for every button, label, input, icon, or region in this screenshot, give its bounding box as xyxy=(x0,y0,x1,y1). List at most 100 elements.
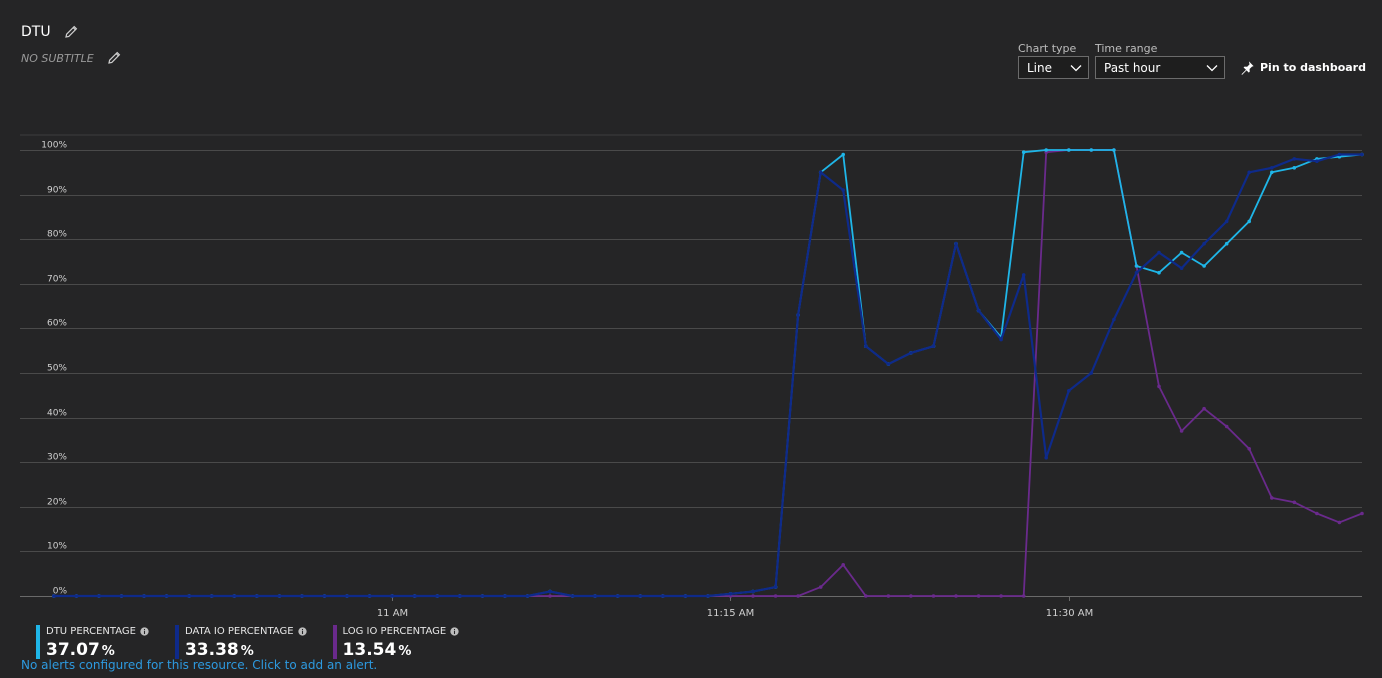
time-range-control: Time range Past hour xyxy=(1095,42,1225,79)
pin-to-dashboard-button[interactable]: Pin to dashboard xyxy=(1240,56,1366,79)
data-point xyxy=(1021,150,1026,154)
data-point xyxy=(503,594,507,598)
time-range-value: Past hour xyxy=(1104,60,1161,75)
pin-to-dashboard-label: Pin to dashboard xyxy=(1260,61,1366,74)
data-point xyxy=(1270,166,1274,170)
chart-type-value: Line xyxy=(1027,60,1053,75)
data-point xyxy=(1292,166,1297,170)
data-point xyxy=(119,594,124,598)
data-point xyxy=(1157,270,1161,275)
data-point xyxy=(322,594,327,598)
data-point xyxy=(1224,219,1229,224)
legend-value: 37.07 xyxy=(46,640,100,660)
data-point xyxy=(187,594,191,598)
data-point xyxy=(412,594,417,598)
data-point xyxy=(796,313,800,317)
data-point xyxy=(841,563,845,567)
pin-icon xyxy=(1241,61,1254,75)
chart-type-control: Chart type Line xyxy=(1018,42,1089,79)
data-point xyxy=(1315,159,1319,163)
y-axis-labels: 0% 10% 20% 30% 40% 50% 60% 70% 80% 90% 100% xyxy=(41,141,67,597)
data-point xyxy=(751,594,755,598)
data-point xyxy=(1134,264,1139,268)
data-point xyxy=(74,594,79,598)
info-icon[interactable] xyxy=(140,627,149,636)
y-tick-label: 90% xyxy=(47,186,67,196)
title-row: DTU xyxy=(21,22,122,42)
data-point xyxy=(773,585,778,589)
add-alert-link[interactable]: No alerts configured for this resource. … xyxy=(21,658,378,672)
legend-swatch xyxy=(332,625,337,659)
data-point xyxy=(1292,157,1297,161)
y-tick-label: 10% xyxy=(47,542,67,552)
data-point xyxy=(1360,152,1364,157)
data-point xyxy=(931,594,936,598)
data-point xyxy=(52,594,56,598)
data-point xyxy=(1202,241,1206,246)
info-icon[interactable] xyxy=(297,627,307,636)
data-point xyxy=(97,594,101,598)
data-point xyxy=(706,594,710,598)
data-point xyxy=(1134,270,1139,275)
data-point xyxy=(300,594,304,598)
data-point xyxy=(1224,241,1229,246)
data-point xyxy=(1247,170,1251,175)
data-point xyxy=(1112,148,1116,152)
legend-swatch xyxy=(36,625,40,659)
legend-unit: % xyxy=(240,644,254,659)
data-point xyxy=(570,594,575,598)
y-tick-label: 60% xyxy=(47,319,67,329)
data-point xyxy=(638,594,643,598)
info-icon[interactable] xyxy=(450,627,459,636)
pencil-icon[interactable] xyxy=(106,50,122,66)
chart-type-dropdown[interactable]: Line xyxy=(1018,56,1089,79)
data-point xyxy=(458,594,462,598)
data-point xyxy=(909,594,913,598)
data-point xyxy=(1112,317,1116,322)
chart-controls: Chart type Line Time range Past hour Pin… xyxy=(1018,42,1366,79)
data-point xyxy=(1315,511,1319,516)
data-point xyxy=(751,589,755,594)
legend-label: LOG IO PERCENTAGE xyxy=(342,626,447,637)
y-tick-label: 100% xyxy=(41,141,67,151)
y-tick-label: 0% xyxy=(53,587,68,597)
data-point xyxy=(818,585,823,589)
data-point xyxy=(1089,148,1094,152)
data-point xyxy=(1270,496,1274,500)
data-point xyxy=(1044,148,1048,152)
x-tick-label: 11 AM xyxy=(377,608,408,619)
time-range-dropdown[interactable]: Past hour xyxy=(1095,56,1225,79)
data-point xyxy=(841,152,845,157)
chart-subtitle: NO SUBTITLE xyxy=(21,51,94,65)
data-point xyxy=(435,594,440,598)
data-point xyxy=(1089,371,1094,375)
subtitle-row: NO SUBTITLE xyxy=(21,48,122,68)
legend-item-log-io-percentage[interactable]: LOG IO PERCENTAGE 13.54% xyxy=(332,625,460,660)
legend-item-dtu-percentage[interactable]: DTU PERCENTAGE 37.07% xyxy=(36,625,149,660)
data-point xyxy=(209,594,214,598)
data-point xyxy=(1067,148,1071,152)
data-point xyxy=(142,594,146,598)
chart-header: DTU NO SUBTITLE xyxy=(21,22,122,68)
data-point xyxy=(818,170,823,175)
data-point xyxy=(909,351,913,355)
legend-item-data-io-percentage[interactable]: DATA IO PERCENTAGE 33.38% xyxy=(174,625,307,660)
x-axis-labels: 11 AM 11:15 AM 11:30 AM xyxy=(377,596,1093,619)
data-point xyxy=(615,594,620,598)
data-point xyxy=(683,594,688,598)
data-point xyxy=(661,594,665,598)
legend-label: DATA IO PERCENTAGE xyxy=(184,626,294,637)
y-tick-label: 20% xyxy=(47,498,67,508)
chart-title: DTU xyxy=(21,24,51,40)
pencil-icon[interactable] xyxy=(63,24,79,40)
y-tick-label: 50% xyxy=(47,364,67,374)
legend-swatch xyxy=(174,625,179,659)
data-point xyxy=(254,594,259,598)
data-point xyxy=(864,594,868,598)
data-point xyxy=(1247,219,1251,224)
data-point xyxy=(954,241,958,246)
data-point xyxy=(1202,406,1206,411)
data-point xyxy=(277,594,282,598)
time-range-label: Time range xyxy=(1095,42,1158,55)
data-point xyxy=(1270,170,1274,175)
